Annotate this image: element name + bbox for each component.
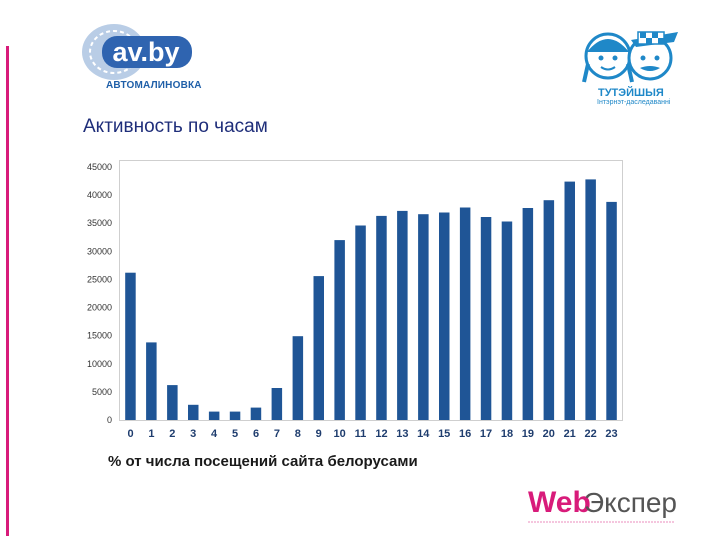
bar-hour-6 [250,407,262,420]
x-tick-label: 15 [438,428,450,440]
x-tick-label: 14 [417,428,430,440]
bar-hour-16 [459,207,471,420]
bar-hour-10 [334,240,345,420]
y-tick-label: 35000 [87,218,112,228]
x-tick-label: 19 [522,428,534,440]
x-tick-label: 17 [480,428,492,440]
x-tick-label: 18 [501,428,513,440]
bar-hour-13 [397,210,408,420]
y-axis-labels: 0 5000 10000 15000 20000 25000 30000 35000 40000… [87,162,112,425]
x-tick-label: 9 [316,428,322,440]
bar-hour-0 [125,272,136,420]
y-tick-label: 0 [107,415,112,425]
x-tick-label: 3 [190,428,196,440]
y-tick-label: 15000 [87,331,112,341]
avby-subtitle: АВТОМАЛИНОВКА [106,80,202,91]
bar-hour-20 [543,200,555,420]
x-tick-label: 22 [584,428,596,440]
hourly-activity-chart [125,179,617,420]
x-tick-label: 12 [375,428,387,440]
x-tick-label: 10 [333,428,345,440]
x-tick-label: 21 [564,428,576,440]
tuteyshyya-subtitle: Інтэрнэт-даследаванні [597,99,671,106]
x-tick-label: 1 [148,428,154,440]
bar-hour-12 [376,215,387,420]
bar-hour-18 [501,221,513,420]
bar-hour-22 [585,179,596,420]
x-tick-label: 8 [295,428,301,440]
x-tick-label: 7 [274,428,280,440]
y-tick-label: 40000 [87,190,112,200]
bar-hour-7 [271,388,283,420]
svg-text:Web: Web [528,486,591,519]
svg-text:Эксперт: Эксперт [584,487,676,518]
y-tick-label: 45000 [87,162,112,172]
bar-hour-21 [564,181,575,420]
bar-hour-11 [355,225,366,420]
x-tick-label: 20 [543,428,555,440]
x-tick-label: 2 [169,428,175,440]
bar-hour-3 [188,404,199,420]
bar-hour-19 [522,208,534,420]
y-tick-label: 25000 [87,274,112,284]
chart-frame [119,160,623,421]
bar-hour-23 [606,201,617,420]
chart-caption: % от числа посещений сайта белорусами [108,453,418,470]
x-tick-label: 23 [605,428,617,440]
x-axis-labels: 0 1 2 3 4 5 6 7 8 9 10 11 12 13 14 15 16 17 18 19 20 21 22 23 [127,428,617,440]
x-tick-label: 13 [396,428,408,440]
tuteyshyya-logo [582,31,678,83]
bar-hour-4 [208,411,220,420]
bar-hour-5 [229,411,241,420]
webexpert-logo: Web Эксперт [528,486,676,523]
bar-hour-9 [313,276,324,420]
avby-logo: av.by [82,24,192,80]
x-tick-label: 4 [211,428,218,440]
bar-hour-15 [439,212,450,420]
x-tick-label: 0 [127,428,133,440]
x-tick-label: 6 [253,428,259,440]
bar-hour-1 [146,342,157,420]
y-tick-label: 20000 [87,303,112,313]
bar-hour-14 [418,214,429,420]
x-tick-label: 11 [355,428,367,440]
x-tick-label: 5 [232,428,238,440]
avby-logo-text: av.by [112,37,179,67]
tuteyshyya-title: ТУТЭЙШЫЯ [598,87,664,99]
x-tick-label: 16 [459,428,471,440]
page-title: Активность по часам [83,116,268,137]
bar-hour-2 [167,385,178,420]
left-accent-stripe [6,46,9,536]
y-tick-label: 5000 [92,387,112,397]
y-tick-label: 30000 [87,246,112,256]
y-tick-label: 10000 [87,359,112,369]
bar-hour-17 [480,217,492,420]
bar-hour-8 [292,336,304,420]
